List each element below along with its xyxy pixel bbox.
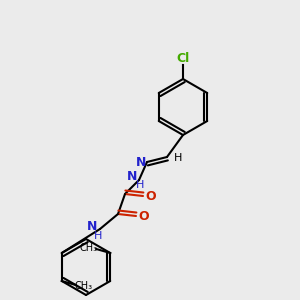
Text: H: H — [174, 153, 182, 163]
Text: Cl: Cl — [176, 52, 190, 65]
Text: CH₃: CH₃ — [75, 281, 93, 291]
Text: CH₃: CH₃ — [79, 243, 97, 253]
Text: N: N — [136, 155, 146, 169]
Text: O: O — [146, 190, 156, 202]
Text: N: N — [87, 220, 97, 233]
Text: O: O — [139, 209, 149, 223]
Text: N: N — [127, 169, 137, 182]
Text: H: H — [136, 180, 144, 190]
Text: H: H — [94, 231, 102, 241]
